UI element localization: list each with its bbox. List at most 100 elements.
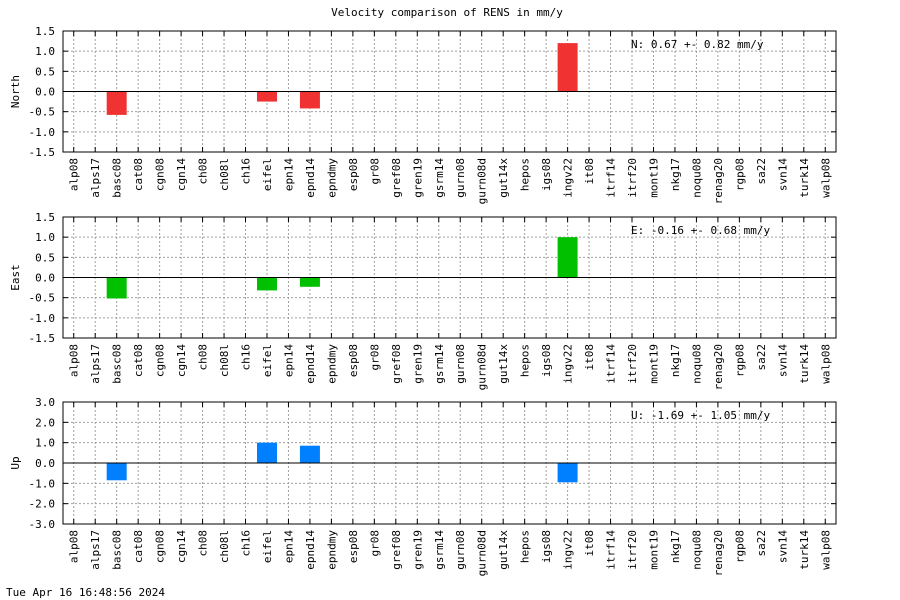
xtick-label: ch16 [240,158,253,185]
bar-north-eifel [256,91,277,102]
xtick-label: renag20 [712,344,725,390]
ytick-label: -1.0 [29,312,56,325]
xtick-label: epnd14 [304,344,317,384]
ytick-label: -1.5 [29,146,56,159]
xtick-label: gut14x [497,530,510,570]
ytick-label: -1.0 [29,477,56,490]
xtick-label: ingv22 [562,530,575,570]
xtick-label: turk14 [798,530,811,570]
xtick-label: gurn08 [454,158,467,198]
xtick-label: gurn08d [476,344,489,390]
xtick-label: noqu08 [690,158,703,198]
ytick-label: -1.0 [29,126,56,139]
xtick-label: ch08l [218,344,231,377]
xtick-label: mont19 [647,158,660,198]
xtick-label: it08 [583,530,596,557]
xtick-label: nkg17 [669,158,682,191]
xtick-label: epn14 [282,344,295,377]
ytick-label: -0.5 [29,106,56,119]
ytick-label: 1.5 [35,211,55,224]
xtick-label: gref08 [390,344,403,384]
xtick-label: gsrm14 [433,158,446,198]
xtick-label: eifel [261,158,274,191]
xtick-label: turk14 [798,158,811,198]
xtick-label: itrf20 [626,344,639,384]
xtick-label: gren19 [411,530,424,570]
ylabel-north: North [9,75,22,108]
xtick-label: gut14x [497,344,510,384]
xtick-label: nkg17 [669,344,682,377]
xtick-label: cgn08 [154,530,167,563]
ytick-label: 3.0 [35,396,55,409]
xtick-label: itrf14 [605,158,618,198]
ytick-label: -3.0 [29,518,56,531]
bar-north-ingv22 [557,43,578,92]
xtick-label: it08 [583,344,596,371]
xtick-label: gren19 [411,344,424,384]
ytick-label: 1.0 [35,231,55,244]
xtick-label: itrf20 [626,530,639,570]
ytick-label: 0.0 [35,457,55,470]
ytick-label: 1.0 [35,45,55,58]
xtick-label: igs08 [540,344,553,377]
bar-north-epnd14 [299,91,320,109]
ytick-label: 0.0 [35,272,55,285]
xtick-label: basc08 [111,344,124,384]
ytick-label: 1.0 [35,437,55,450]
bar-east-epnd14 [299,277,320,287]
bar-up-eifel [256,442,277,463]
xtick-label: ch16 [240,530,253,557]
xtick-label: renag20 [712,158,725,204]
xtick-label: esp08 [347,158,360,191]
bar-up-basc08 [106,463,127,481]
xtick-label: gr08 [368,158,381,185]
xtick-label: alps17 [89,344,102,384]
xtick-label: itrf20 [626,158,639,198]
xtick-label: ch08 [197,158,210,185]
xtick-label: alp08 [68,530,81,563]
xtick-label: gsrm14 [433,530,446,570]
xtick-label: cgn14 [175,530,188,563]
xtick-label: epnd14 [304,158,317,198]
xtick-label: epndmy [325,344,338,384]
xtick-label: hepos [519,530,532,563]
xtick-label: eifel [261,530,274,563]
plot-frame [62,216,837,339]
xtick-label: renag20 [712,530,725,576]
bar-east-ingv22 [557,237,578,278]
xtick-label: rgp08 [733,530,746,563]
xtick-label: gref08 [390,158,403,198]
ytick-label: -2.0 [29,498,56,511]
xtick-label: ch08l [218,530,231,563]
xtick-label: igs08 [540,158,553,191]
xtick-label: alp08 [68,344,81,377]
xtick-label: epndmy [325,530,338,570]
xtick-label: walp08 [819,530,832,570]
ytick-label: 2.0 [35,416,55,429]
summary-north: N: 0.67 +- 0.82 mm/y [631,38,764,51]
xtick-label: sa22 [755,530,768,557]
xtick-label: mont19 [647,344,660,384]
ytick-label: 0.5 [35,251,55,264]
xtick-label: gut14x [497,158,510,198]
ytick-label: 1.5 [35,25,55,38]
ytick-label: -1.5 [29,332,56,345]
xtick-label: rgp08 [733,344,746,377]
xtick-label: walp08 [819,344,832,384]
xtick-label: epn14 [282,158,295,191]
xtick-label: sa22 [755,158,768,185]
xtick-label: gr08 [368,344,381,371]
xtick-label: it08 [583,158,596,185]
xtick-label: gref08 [390,530,403,570]
ytick-label: 0.0 [35,86,55,99]
bar-east-basc08 [106,277,127,299]
xtick-label: turk14 [798,344,811,384]
summary-east: E: -0.16 +- 0.68 mm/y [631,224,770,237]
plot-frame [62,401,837,525]
xtick-label: itrf14 [605,344,618,384]
xtick-label: cgn08 [154,344,167,377]
xtick-label: nkg17 [669,530,682,563]
xtick-label: gurn08d [476,158,489,204]
xtick-label: gurn08 [454,530,467,570]
ylabel-east: East [9,264,22,291]
